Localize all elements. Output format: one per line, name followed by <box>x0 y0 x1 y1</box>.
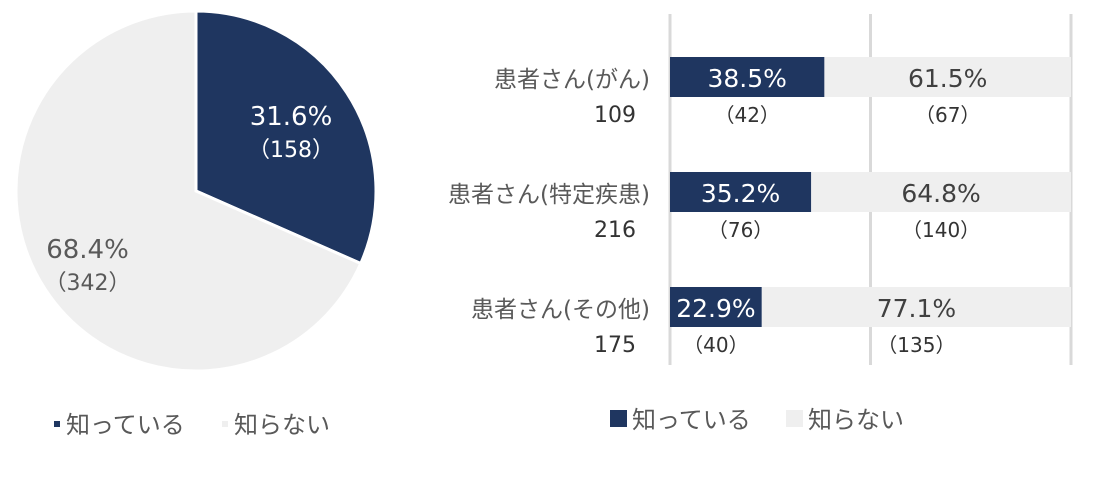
legend-swatch-unknown <box>786 410 803 427</box>
bar-segment-known <box>670 57 825 97</box>
bar-segment-known <box>670 172 812 212</box>
legend-swatch-known <box>54 421 60 427</box>
bar-count-label: （42） <box>714 103 779 127</box>
bar-segment-known <box>670 287 762 327</box>
category-total: 109 <box>594 103 636 128</box>
category-total: 175 <box>594 333 636 358</box>
bar-value-label: 22.9% <box>676 294 755 323</box>
bar-row: 患者さん(がん) 109 38.5% （42） 61.5% （67） <box>494 57 1071 128</box>
pie-value-label: 68.4% <box>46 235 129 265</box>
pie-slice-unknown <box>14 9 363 373</box>
legend-label-unknown: 知らない <box>808 406 904 434</box>
bar-count-label: （135） <box>877 333 955 357</box>
pie-count-label: （158） <box>248 138 334 163</box>
category-total: 216 <box>594 218 636 243</box>
bar-count-label: （67） <box>915 103 980 127</box>
category-label: 患者さん(その他) <box>471 297 650 323</box>
bar-value-label: 35.2% <box>701 179 780 208</box>
bar-row: 患者さん(特定疾患) 216 35.2% （76） 64.8% （140） <box>448 172 1071 243</box>
pie-value-label: 31.6% <box>250 102 333 132</box>
category-label: 患者さん(がん) <box>494 67 650 93</box>
pie-legend: 知っている 知らない <box>54 411 330 439</box>
pie-chart: 31.6% （158） 68.4% （342） 知っている 知らない <box>14 9 378 439</box>
category-label: 患者さん(特定疾患) <box>448 182 650 208</box>
bar-segment-unknown <box>824 57 1071 97</box>
bar-count-label: （76） <box>708 218 773 242</box>
legend-swatch-unknown <box>222 421 228 427</box>
bar-chart: 患者さん(がん) 109 38.5% （42） 61.5% （67） 患者さん(特定疾患) 2… <box>448 14 1073 434</box>
pie-slice-known <box>194 9 378 266</box>
bar-value-label: 38.5% <box>707 64 786 93</box>
bar-value-label: 77.1% <box>877 294 956 323</box>
legend-swatch-known <box>610 410 627 427</box>
legend-label-known: 知っている <box>632 406 751 434</box>
bar-row: 患者さん(その他) 175 22.9% （40） 77.1% （135） <box>471 287 1071 358</box>
bar-value-label: 64.8% <box>901 179 980 208</box>
bar-segment-unknown <box>811 172 1071 212</box>
bar-count-label: （40） <box>683 333 748 357</box>
bar-count-label: （140） <box>902 218 980 242</box>
legend-label-unknown: 知らない <box>234 411 330 439</box>
legend-label-known: 知っている <box>66 411 185 439</box>
bar-legend: 知っている 知らない <box>610 406 904 434</box>
bar-value-label: 61.5% <box>908 64 987 93</box>
bar-segment-unknown <box>761 287 1071 327</box>
pie-count-label: （342） <box>45 271 131 296</box>
